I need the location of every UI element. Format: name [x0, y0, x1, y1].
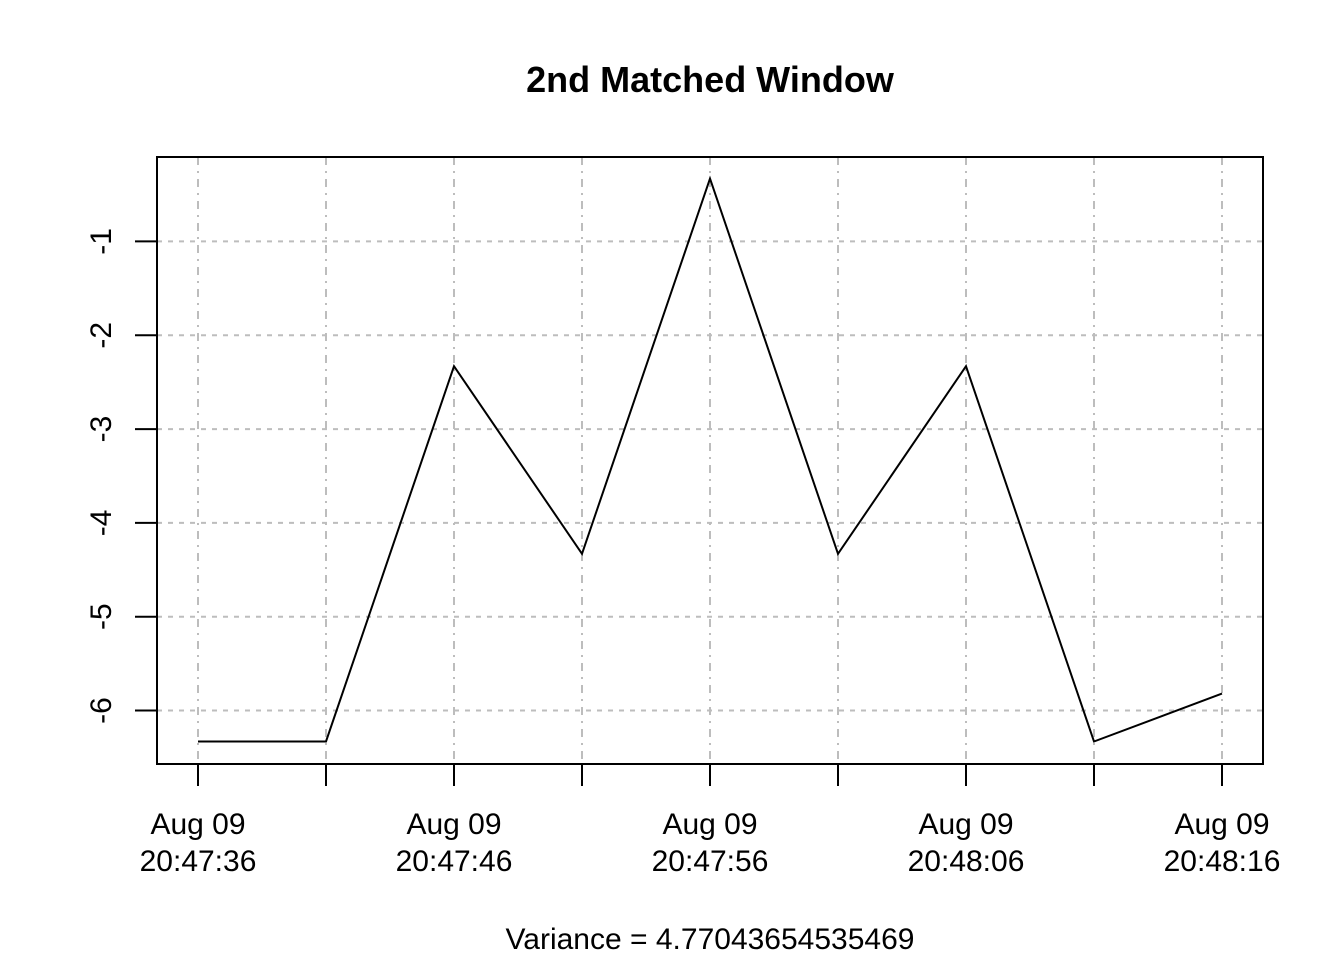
- series-line: [198, 175, 1223, 743]
- x-tick-label-time: 20:47:36: [140, 845, 257, 878]
- x-tick-label-time: 20:48:06: [908, 845, 1025, 878]
- y-axis: -6 -5 -4 -3 -2 -1: [85, 228, 157, 724]
- y-tick-label: -3: [85, 416, 118, 443]
- chart-title: 2nd Matched Window: [526, 59, 895, 100]
- x-tick-label-date: Aug 09: [150, 808, 245, 841]
- x-tick-label-date: Aug 09: [1174, 808, 1269, 841]
- x-tick-label-time: 20:47:46: [396, 845, 513, 878]
- x-tick-label-time: 20:47:56: [652, 845, 769, 878]
- x-tick-label-date: Aug 09: [918, 808, 1013, 841]
- grid: [157, 157, 1263, 764]
- series-layer: [198, 175, 1223, 743]
- x-tick-label-time: 20:48:16: [1164, 845, 1281, 878]
- y-tick-label: -5: [85, 603, 118, 630]
- y-tick-label: -1: [85, 228, 118, 255]
- y-tick-label: -4: [85, 510, 118, 537]
- x-axis: Aug 09 20:47:36 Aug 09 20:47:46 Aug 09 20:47:…: [140, 764, 1281, 878]
- x-tick-label-date: Aug 09: [406, 808, 501, 841]
- y-tick-label: -2: [85, 322, 118, 349]
- y-tick-label: -6: [85, 697, 118, 724]
- x-axis-label: Variance = 4.77043654535469: [506, 923, 915, 956]
- x-tick-label-date: Aug 09: [662, 808, 757, 841]
